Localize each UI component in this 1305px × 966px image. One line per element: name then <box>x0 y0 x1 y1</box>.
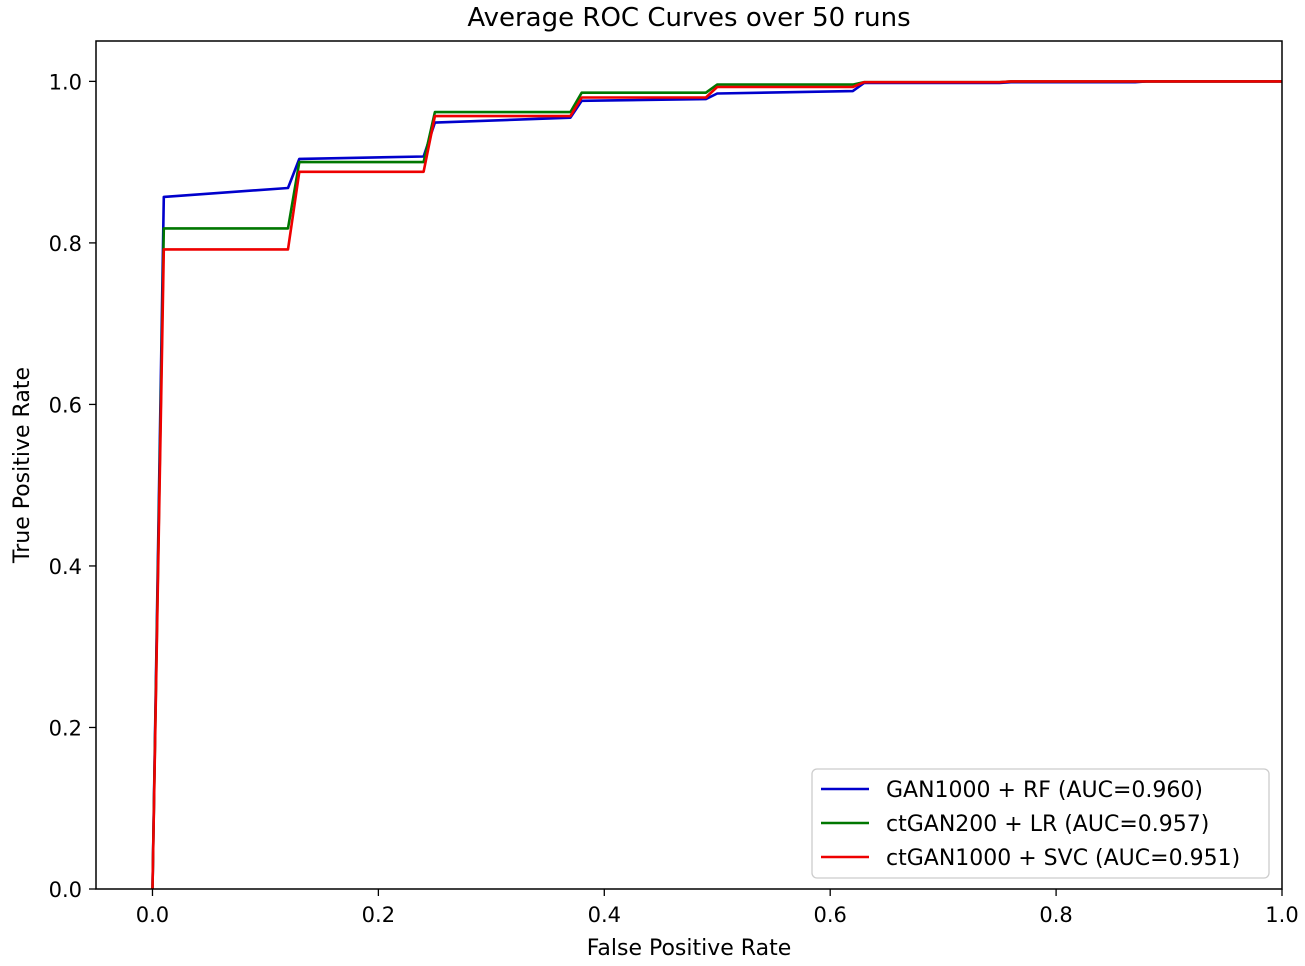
y-axis-label: True Positive Rate <box>10 367 35 564</box>
y-tick-label: 0.4 <box>49 555 82 579</box>
x-tick-label: 0.0 <box>136 903 169 927</box>
series-line-1 <box>151 80 1282 890</box>
y-tick-label: 0.0 <box>49 878 82 902</box>
y-tick-label: 0.2 <box>49 716 82 740</box>
y-tick-label: 0.6 <box>49 393 82 417</box>
chart-title: Average ROC Curves over 50 runs <box>467 3 910 33</box>
x-axis: 0.0 0.2 0.4 0.6 0.8 1.0 <box>136 889 1299 927</box>
plot-lines <box>151 80 1282 890</box>
x-tick-label: 0.6 <box>813 903 846 927</box>
plot-frame <box>95 40 1283 890</box>
legend-entry: GAN1000 + RF (AUC=0.960) <box>886 778 1203 803</box>
y-tick-label: 0.8 <box>49 232 82 256</box>
series-line-2 <box>151 80 1282 890</box>
legend-entry: ctGAN1000 + SVC (AUC=0.951) <box>886 846 1240 871</box>
legend-entry: ctGAN200 + LR (AUC=0.957) <box>886 812 1209 837</box>
x-tick-label: 1.0 <box>1265 903 1298 927</box>
legend: GAN1000 + RF (AUC=0.960) ctGAN200 + LR (A… <box>811 768 1270 879</box>
x-tick-label: 0.8 <box>1039 903 1072 927</box>
x-tick-label: 0.2 <box>362 903 395 927</box>
x-tick-label: 0.4 <box>588 903 621 927</box>
y-axis: 0.0 0.2 0.4 0.6 0.8 1.0 <box>49 70 96 902</box>
y-tick-label: 1.0 <box>49 70 82 94</box>
legend-box <box>811 768 1270 879</box>
series-line-3 <box>151 80 1282 890</box>
x-axis-label: False Positive Rate <box>587 936 791 961</box>
